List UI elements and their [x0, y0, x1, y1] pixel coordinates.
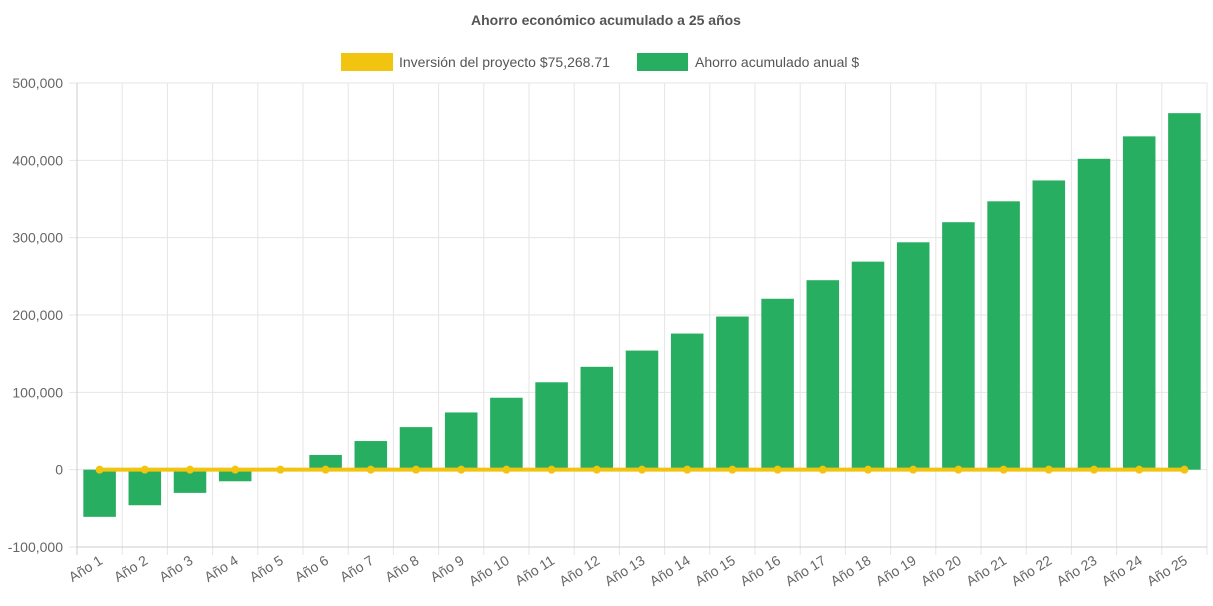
- line-point[interactable]: [818, 465, 827, 474]
- y-tick-label: -100,000: [8, 539, 63, 555]
- line-point[interactable]: [547, 465, 556, 474]
- bar[interactable]: [987, 201, 1020, 470]
- line-point[interactable]: [95, 465, 104, 474]
- x-tick-label: Año 10: [466, 552, 512, 589]
- x-tick-label: Año 15: [692, 552, 738, 589]
- bar[interactable]: [625, 350, 659, 470]
- line-point[interactable]: [638, 465, 646, 474]
- line-point[interactable]: [1044, 465, 1053, 474]
- line-point[interactable]: [592, 465, 601, 474]
- line-point[interactable]: [954, 465, 963, 474]
- line-point[interactable]: [683, 465, 692, 474]
- bar[interactable]: [942, 222, 975, 470]
- x-tick-label: Año 14: [647, 552, 693, 589]
- bar[interactable]: [806, 280, 840, 470]
- y-tick-label: 500,000: [12, 75, 63, 91]
- line-point[interactable]: [412, 465, 420, 474]
- y-tick-label: 400,000: [12, 152, 63, 168]
- x-axis-ticks: Año 1 Año 2 Año 3 Año 4 Año 5 Año 6 Año 7 Año 8…: [66, 552, 1190, 589]
- x-tick-label: Año 17: [782, 552, 828, 589]
- line-point[interactable]: [864, 465, 872, 474]
- bar[interactable]: [173, 469, 207, 493]
- legend-swatch-ahorro: [637, 53, 688, 71]
- x-tick-label: Año 12: [556, 552, 602, 589]
- line-point[interactable]: [1135, 465, 1144, 474]
- x-tick-label: Año 16: [737, 552, 783, 589]
- legend-item-ahorro[interactable]: Ahorro acumulado anual $: [637, 53, 859, 71]
- line-point[interactable]: [457, 465, 466, 474]
- legend-label-ahorro: Ahorro acumulado anual $: [695, 54, 859, 70]
- x-tick-label: Año 8: [382, 552, 422, 585]
- bar[interactable]: [535, 382, 568, 470]
- x-tick-label: Año 9: [427, 552, 467, 585]
- line-point[interactable]: [140, 465, 149, 474]
- bar[interactable]: [896, 242, 930, 470]
- grid: [69, 82, 1208, 555]
- bar[interactable]: [309, 454, 342, 470]
- x-tick-label: Año 13: [601, 552, 647, 589]
- x-tick-label: Año 22: [1008, 552, 1054, 589]
- x-tick-label: Año 23: [1053, 552, 1099, 589]
- bar[interactable]: [490, 397, 523, 470]
- bar[interactable]: [218, 469, 252, 482]
- line-point[interactable]: [773, 465, 782, 474]
- bar[interactable]: [1168, 113, 1201, 470]
- x-tick-label: Año 25: [1144, 552, 1190, 589]
- y-tick-label: 0: [55, 462, 63, 478]
- line-point[interactable]: [276, 465, 285, 474]
- line-series: [95, 465, 1189, 474]
- line-point[interactable]: [321, 465, 330, 474]
- bar[interactable]: [444, 412, 478, 470]
- x-tick-label: Año 19: [873, 552, 919, 589]
- x-tick-label: Año 20: [918, 552, 964, 589]
- y-tick-label: 300,000: [12, 230, 63, 246]
- line-point[interactable]: [909, 465, 918, 474]
- bar[interactable]: [716, 316, 749, 470]
- x-tick-label: Año 5: [246, 552, 286, 585]
- bar[interactable]: [761, 298, 794, 470]
- y-axis-ticks: -100,000 0 100,000 200,000 300,000 400,000 500…: [8, 75, 63, 555]
- x-tick-label: Año 6: [292, 552, 332, 585]
- line-point[interactable]: [728, 465, 737, 474]
- line-point[interactable]: [231, 465, 240, 474]
- line-point[interactable]: [366, 465, 375, 474]
- bar[interactable]: [851, 261, 885, 470]
- line-point[interactable]: [999, 465, 1008, 474]
- bar[interactable]: [580, 366, 614, 470]
- bar[interactable]: [1032, 180, 1066, 470]
- bar[interactable]: [1122, 136, 1156, 470]
- line-point[interactable]: [502, 465, 511, 474]
- bar[interactable]: [399, 427, 433, 470]
- bar[interactable]: [83, 469, 116, 517]
- bar[interactable]: [354, 441, 388, 470]
- line-point[interactable]: [1090, 465, 1098, 474]
- bar[interactable]: [670, 333, 704, 470]
- legend-swatch-inversion: [341, 53, 393, 71]
- x-tick-label: Año 4: [201, 552, 241, 585]
- line-point[interactable]: [1180, 465, 1189, 474]
- x-tick-label: Año 2: [111, 552, 151, 585]
- y-tick-label: 100,000: [12, 384, 63, 400]
- line-point[interactable]: [186, 465, 194, 474]
- bar[interactable]: [1077, 158, 1111, 470]
- bar[interactable]: [128, 469, 162, 506]
- x-tick-label: Año 21: [963, 552, 1009, 589]
- x-tick-label: Año 18: [827, 552, 873, 589]
- x-tick-label: Año 7: [337, 552, 377, 585]
- y-tick-label: 200,000: [12, 307, 63, 323]
- bar-series: [83, 113, 1201, 517]
- chart-title: Ahorro económico acumulado a 25 años: [471, 12, 741, 28]
- x-tick-label: Año 11: [512, 552, 557, 589]
- legend-item-inversion[interactable]: Inversión del proyecto $75,268.71: [341, 53, 610, 71]
- x-tick-label: Año 3: [156, 552, 196, 585]
- x-tick-label: Año 1: [66, 552, 106, 585]
- x-tick-label: Año 24: [1099, 552, 1145, 589]
- legend: Inversión del proyecto $75,268.71 Ahorro…: [341, 53, 859, 71]
- legend-label-inversion: Inversión del proyecto $75,268.71: [399, 54, 610, 70]
